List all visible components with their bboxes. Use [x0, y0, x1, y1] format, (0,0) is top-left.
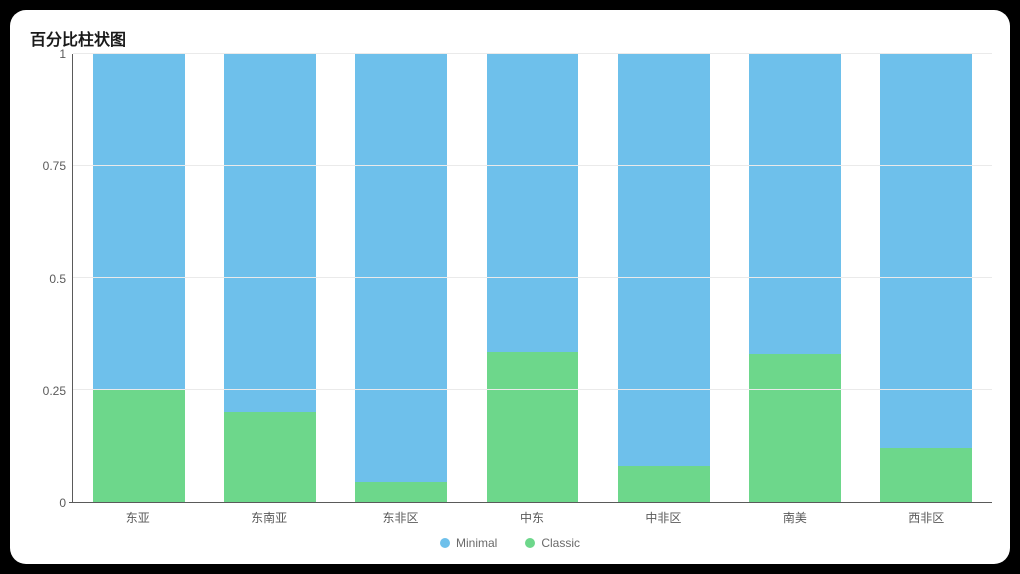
- x-tick-label: 东亚: [72, 509, 203, 526]
- bar-segment-classic[interactable]: [618, 466, 710, 502]
- x-tick-label: 东非区: [335, 509, 466, 526]
- bar-segment-classic[interactable]: [749, 354, 841, 502]
- grid-line: [73, 53, 992, 54]
- bar-segment-minimal[interactable]: [487, 54, 579, 352]
- bar-segment-classic[interactable]: [93, 390, 185, 502]
- bar-segment-classic[interactable]: [487, 352, 579, 502]
- bar-slot: [598, 54, 729, 502]
- grid-line: [73, 277, 992, 278]
- bar-slot: [729, 54, 860, 502]
- bar-slot: [204, 54, 335, 502]
- bar-segment-classic[interactable]: [355, 482, 447, 502]
- x-tick-label: 西非区: [861, 509, 992, 526]
- bar-segment-minimal[interactable]: [618, 54, 710, 466]
- bar[interactable]: [224, 54, 316, 502]
- chart-area: 10.750.50.250 东亚东南亚东非区中东中非区南美西非区 Minimal…: [28, 54, 992, 552]
- x-tick-label: 中非区: [598, 509, 729, 526]
- legend-label: Classic: [541, 536, 580, 550]
- legend-label: Minimal: [456, 536, 497, 550]
- bar-slot: [336, 54, 467, 502]
- bars-container: [73, 54, 992, 502]
- bar-segment-minimal[interactable]: [355, 54, 447, 482]
- legend-item[interactable]: Minimal: [440, 536, 497, 550]
- bar-slot: [467, 54, 598, 502]
- bar-slot: [73, 54, 204, 502]
- x-tick-label: 东南亚: [203, 509, 334, 526]
- bar[interactable]: [880, 54, 972, 502]
- bar[interactable]: [618, 54, 710, 502]
- legend-item[interactable]: Classic: [525, 536, 580, 550]
- chart-card: 百分比柱状图 10.750.50.250 东亚东南亚东非区中东中非区南美西非区 …: [10, 10, 1010, 564]
- grid-line: [73, 165, 992, 166]
- legend-swatch: [525, 538, 535, 548]
- chart-title: 百分比柱状图: [30, 26, 992, 50]
- bar-segment-classic[interactable]: [880, 448, 972, 502]
- bar-segment-minimal[interactable]: [224, 54, 316, 412]
- bar[interactable]: [749, 54, 841, 502]
- bar-segment-minimal[interactable]: [749, 54, 841, 354]
- bar-segment-minimal[interactable]: [93, 54, 185, 390]
- bar[interactable]: [355, 54, 447, 502]
- x-tick-label: 中东: [466, 509, 597, 526]
- bar-slot: [861, 54, 992, 502]
- bar[interactable]: [487, 54, 579, 502]
- bar[interactable]: [93, 54, 185, 502]
- legend-swatch: [440, 538, 450, 548]
- x-axis: 东亚东南亚东非区中东中非区南美西非区: [72, 509, 992, 526]
- y-axis: 10.750.50.250: [28, 54, 72, 503]
- plot-row: 10.750.50.250: [28, 54, 992, 503]
- legend: Minimal Classic: [28, 536, 992, 550]
- plot: [72, 54, 992, 503]
- grid-line: [73, 389, 992, 390]
- x-tick-label: 南美: [729, 509, 860, 526]
- bar-segment-classic[interactable]: [224, 412, 316, 502]
